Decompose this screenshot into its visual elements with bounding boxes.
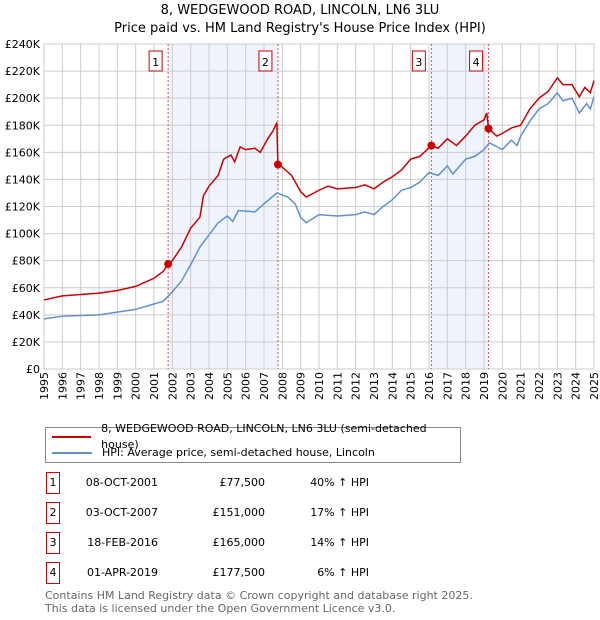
x-tick-label: 2007 [258,372,271,400]
x-tick-label: 1995 [38,372,51,400]
x-tick-label: 2013 [368,372,381,400]
plot-border [43,43,595,370]
x-tick-label: 1999 [111,372,124,400]
footer-line-1: Contains HM Land Registry data © Crown c… [45,589,473,602]
x-tick-label: 2004 [203,372,216,400]
sale-hpi-change: 17% ↑ HPI [310,506,369,519]
footer-line-2: This data is licensed under the Open Gov… [45,602,396,615]
x-tick-label: 2018 [460,372,473,400]
x-tick-label: 2025 [588,372,600,400]
x-tick-label: 2022 [533,372,546,400]
x-tick-label: 2016 [423,372,436,400]
sale-price: £177,500 [212,566,266,579]
x-tick-label: 2006 [240,372,253,400]
chart-title: 8, WEDGEWOOD ROAD, LINCOLN, LN6 3LU [160,3,440,18]
sale-number-box: 1 [46,472,60,494]
sale-point [484,124,493,133]
x-tick-label: 2021 [515,372,528,400]
x-tick-label: 2020 [496,372,509,400]
x-tick-label: 2019 [478,372,491,400]
x-tick-label: 1997 [75,372,88,400]
sale-point [164,260,173,269]
chart-subtitle: Price paid vs. HM Land Registry's House … [114,21,486,36]
legend-item-property: 8, WEDGEWOOD ROAD, LINCOLN, LN6 3LU (sem… [52,422,460,451]
x-tick-label: 2010 [313,372,326,400]
y-tick-label: £220K [5,65,41,78]
legend-swatch-red [52,436,92,438]
y-tick-label: £120K [5,201,41,214]
y-tick-label: £20K [12,336,41,349]
y-tick-label: £80K [12,255,41,268]
sale-date: 08-OCT-2001 [85,476,158,489]
y-tick-label: £240K [5,38,41,51]
x-tick-label: 2001 [148,372,161,400]
sale-point [427,141,436,150]
y-tick-label: £40K [12,309,41,322]
sale-hpi-change: 40% ↑ HPI [310,476,369,489]
x-tick-label: 2014 [386,372,399,400]
x-tick-label: 2011 [331,372,344,400]
x-tick-label: 2009 [295,372,308,400]
legend-label: 8, WEDGEWOOD ROAD, LINCOLN, LN6 3LU (sem… [101,422,427,451]
property-price-line [43,76,595,301]
y-tick-label: £140K [5,173,41,186]
y-tick-label: £60K [12,282,41,295]
sale-label: 2 [262,56,269,69]
sale-number-box: 2 [46,502,60,524]
sale-price: £151,000 [212,506,266,519]
x-tick-label: 2003 [185,372,198,400]
legend-item-hpi: HPI: Average price, semi-detached house,… [52,445,375,461]
sale-hpi-change: 6% ↑ HPI [317,566,369,579]
x-tick-label: 2008 [276,372,289,400]
sale-date: 18-FEB-2016 [87,536,158,549]
sale-label-box [148,50,163,72]
legend-label: HPI: Average price, semi-detached house,… [102,446,375,459]
x-tick-label: 2017 [441,372,454,400]
hpi-line [43,91,595,320]
x-tick-label: 2005 [221,372,234,400]
x-tick-label: 2012 [350,372,363,400]
sale-number-box: 3 [46,532,60,554]
y-tick-label: £0 [26,363,40,376]
x-tick-label: 2023 [551,372,564,400]
x-tick-label: 2024 [570,372,583,400]
plot-area: £0 £20K £40K £60K £80K £100K £120K £140K £160K £1… [5,38,600,400]
x-tick-label: 1998 [93,372,106,400]
sale-hpi-change: 14% ↑ HPI [310,536,369,549]
x-tick-label: 2000 [130,372,143,400]
sale-label-box [469,50,484,72]
sale-date: 03-OCT-2007 [85,506,158,519]
x-tick-label: 1996 [56,372,69,400]
y-tick-label: £180K [5,119,41,132]
legend-swatch-blue [52,452,92,454]
y-tick-label: £200K [5,92,41,105]
x-tick-label: 2015 [405,372,418,400]
sale-point [273,160,282,169]
y-tick-label: £100K [5,228,41,241]
y-tick-label: £160K [5,146,41,159]
sale-label: 3 [415,56,422,69]
sale-number-box: 4 [46,562,60,584]
x-tick-label: 2002 [166,372,179,400]
sale-date: 01-APR-2019 [86,566,158,579]
sale-price: £165,000 [212,536,266,549]
sale-label-box [411,50,426,72]
legend: 8, WEDGEWOOD ROAD, LINCOLN, LN6 3LU (sem… [45,422,461,463]
sale-price: £77,500 [219,476,266,489]
sale-label: 1 [152,56,159,69]
sale-label-box [258,50,273,72]
sale-label: 4 [473,56,480,69]
